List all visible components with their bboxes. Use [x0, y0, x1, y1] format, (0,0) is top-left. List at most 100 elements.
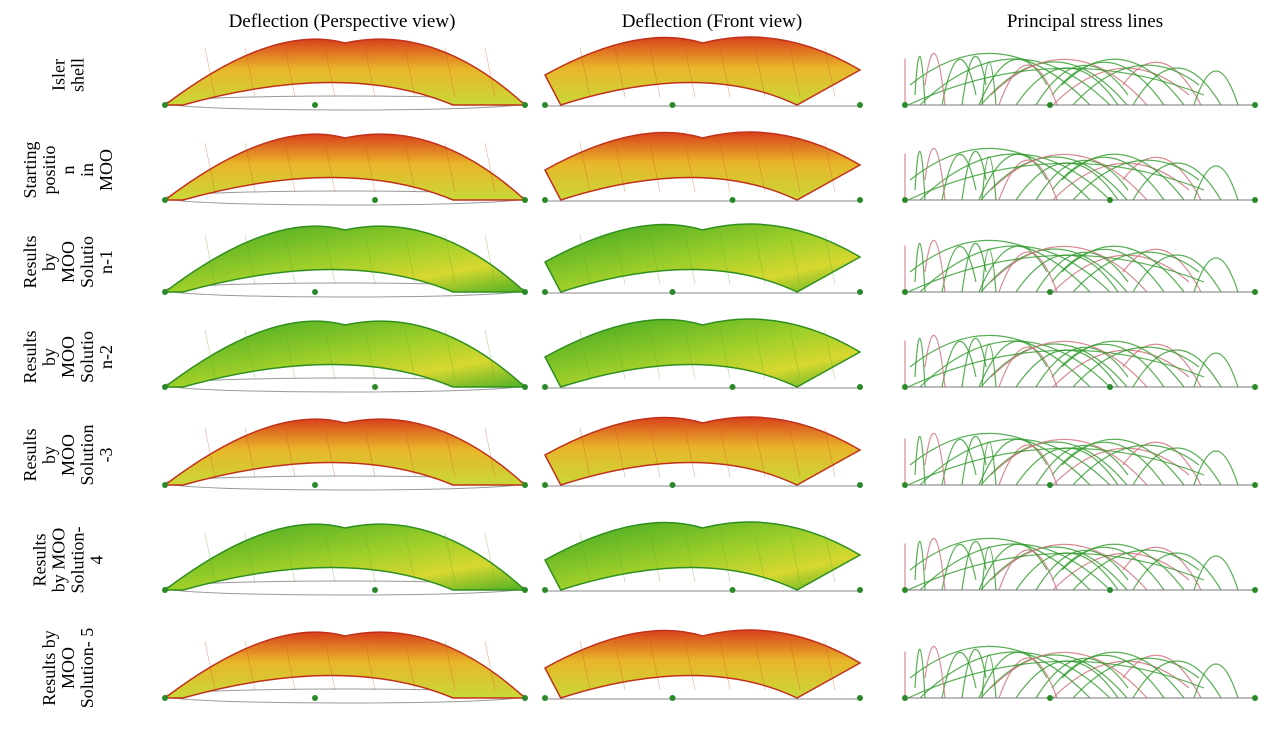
support — [670, 482, 676, 488]
support — [522, 197, 528, 203]
column-header: Deflection (Front view) — [622, 11, 802, 32]
support — [542, 587, 548, 593]
support — [522, 587, 528, 593]
row-label: MOO — [58, 647, 78, 689]
shell-surface — [165, 419, 525, 485]
shell-image — [162, 226, 528, 297]
support — [902, 102, 908, 108]
support — [312, 102, 318, 108]
column-header: Deflection (Perspective view) — [229, 11, 456, 32]
shell-surface — [545, 132, 860, 200]
stress-line — [979, 154, 1047, 200]
support — [902, 482, 908, 488]
row-label: Results — [20, 428, 40, 481]
row-label: Solution- — [68, 526, 88, 593]
row-label: Solution — [77, 424, 97, 485]
shell-image — [902, 433, 1258, 488]
shell-image — [542, 630, 863, 701]
shell-image — [542, 224, 863, 295]
row-label: by — [39, 348, 59, 366]
shell-surface — [165, 524, 525, 590]
shell-surface — [545, 630, 860, 698]
support — [522, 102, 528, 108]
row-label: Results — [20, 330, 40, 383]
stress-line — [910, 433, 1090, 485]
support — [162, 102, 168, 108]
row-label: by — [39, 446, 59, 464]
shell-image — [162, 134, 528, 205]
row-label: Results — [20, 235, 40, 288]
stress-line — [1133, 448, 1221, 485]
shell-surface — [545, 37, 860, 105]
stress-line — [979, 59, 1047, 105]
support — [670, 289, 676, 295]
stress-line — [1194, 664, 1238, 698]
stress-line — [1194, 166, 1238, 200]
support — [522, 482, 528, 488]
support — [372, 197, 378, 203]
shell-image — [902, 538, 1258, 593]
shell-image — [542, 417, 863, 488]
support — [522, 384, 528, 390]
support — [857, 695, 863, 701]
figure: Deflection (Perspective view) Deflection … — [0, 0, 1265, 735]
shell-image — [162, 524, 528, 595]
stress-line — [1133, 255, 1221, 292]
row-label: -3 — [96, 448, 116, 463]
stress-line — [910, 240, 1090, 292]
row-label: Starting — [20, 142, 40, 199]
stress-line — [1133, 68, 1221, 105]
support — [857, 384, 863, 390]
shell-image — [162, 321, 528, 392]
shell-surface — [165, 39, 525, 105]
row-label: n — [58, 166, 78, 175]
shell-surface — [545, 417, 860, 485]
support — [162, 289, 168, 295]
stress-line — [910, 148, 1090, 200]
support — [670, 102, 676, 108]
stress-line — [910, 53, 1090, 105]
support — [670, 695, 676, 701]
shell-image — [902, 240, 1258, 295]
page: {"columns": ["Deflection (Perspective vi… — [0, 0, 1265, 735]
support — [372, 384, 378, 390]
support — [1107, 384, 1113, 390]
support — [902, 289, 908, 295]
support — [542, 289, 548, 295]
support — [312, 289, 318, 295]
support — [902, 695, 908, 701]
stress-line — [1194, 71, 1238, 105]
stress-line — [1133, 661, 1221, 698]
stress-line — [1016, 448, 1118, 485]
shell-image — [542, 37, 863, 108]
support — [1252, 289, 1258, 295]
row-label: MOO — [58, 241, 78, 283]
shell-image — [542, 132, 863, 203]
support — [902, 197, 908, 203]
support — [1047, 289, 1053, 295]
row-label: shell — [68, 58, 88, 92]
support — [372, 587, 378, 593]
support — [1252, 197, 1258, 203]
shell-surface — [165, 226, 525, 292]
stress-line — [979, 246, 1047, 292]
support — [162, 587, 168, 593]
row-label: by MOO — [49, 528, 69, 593]
shell-surface — [165, 632, 525, 698]
stress-line — [1133, 553, 1221, 590]
shell-surface — [545, 319, 860, 387]
support — [857, 197, 863, 203]
support — [522, 289, 528, 295]
support — [902, 384, 908, 390]
row-label: MOO — [58, 434, 78, 476]
stress-line — [1016, 255, 1118, 292]
stress-line — [1133, 350, 1221, 387]
shell-image — [902, 53, 1258, 108]
support — [857, 102, 863, 108]
support — [730, 384, 736, 390]
stress-line — [979, 341, 1047, 387]
row-label: Isler — [49, 59, 69, 91]
stress-line — [979, 652, 1047, 698]
row-label: Solutio — [77, 236, 97, 288]
shell-image — [902, 335, 1258, 390]
